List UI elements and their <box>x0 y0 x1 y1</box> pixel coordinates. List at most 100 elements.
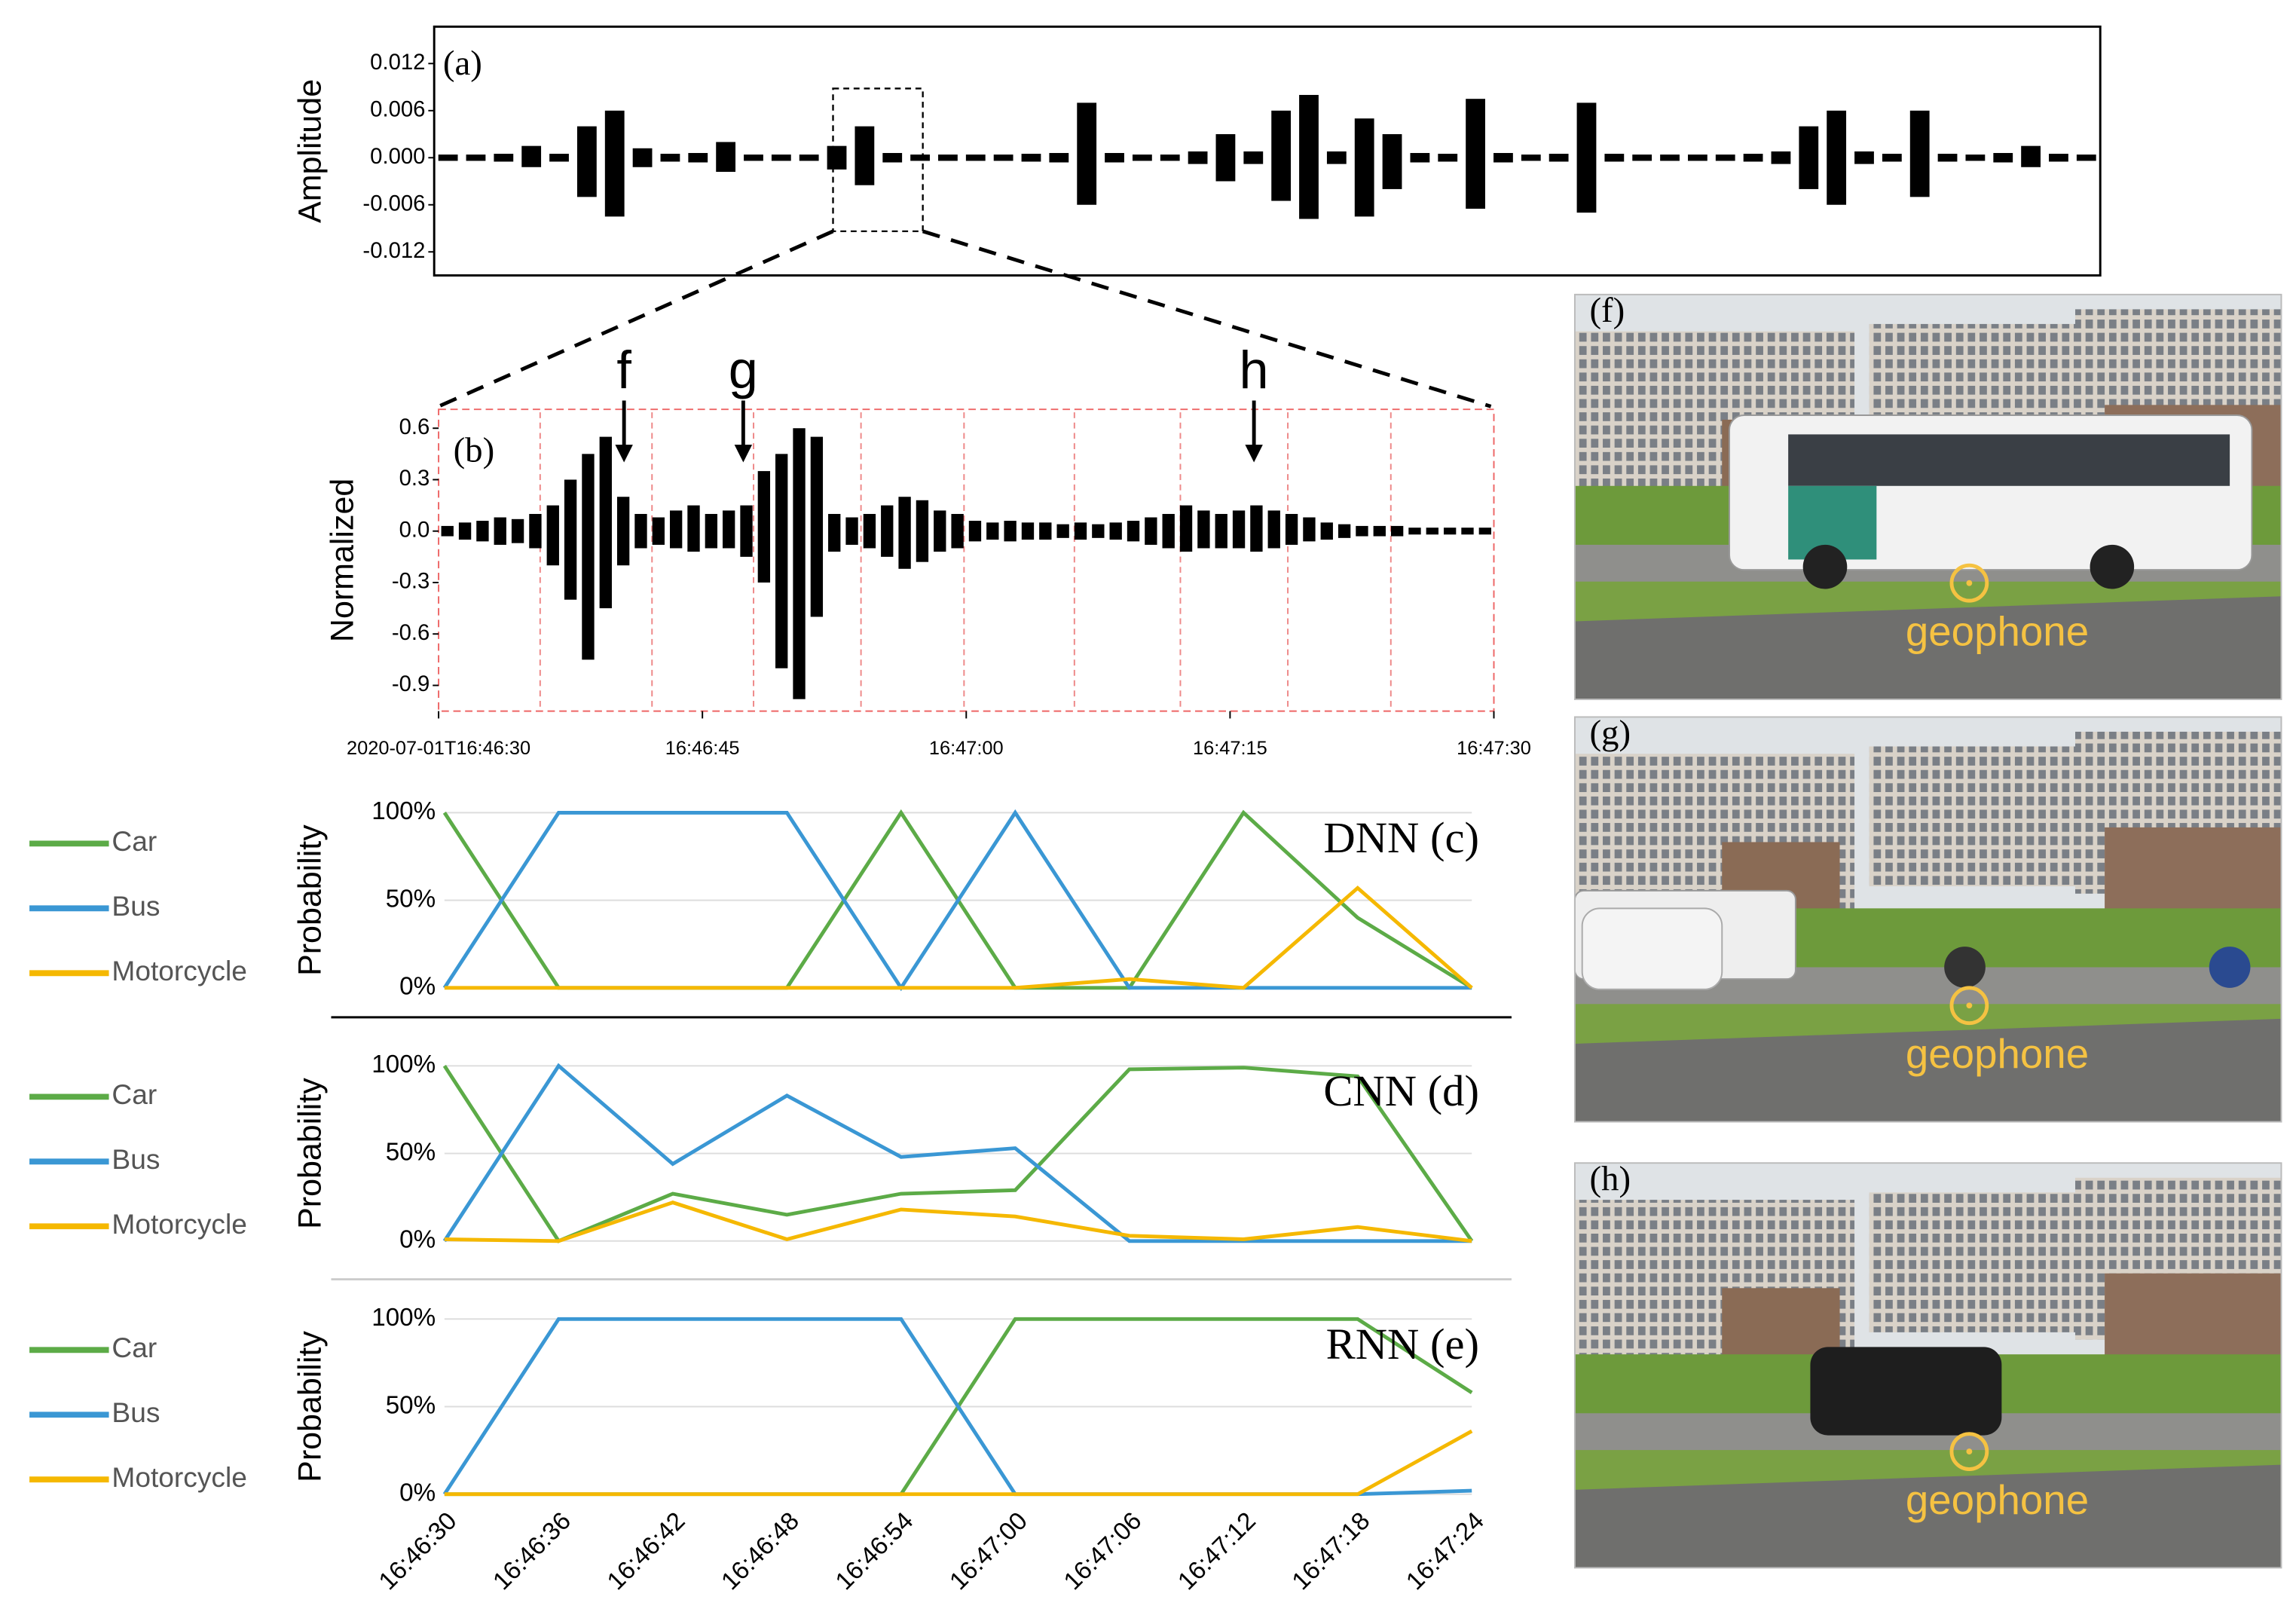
wave-sample <box>564 479 577 600</box>
wave-sample <box>616 497 630 566</box>
wave-sample <box>1771 151 1791 164</box>
wave-sample <box>1426 528 1438 535</box>
wave-sample <box>1493 153 1513 163</box>
annotation: f <box>616 340 631 399</box>
y-tick-label: 0.0 <box>399 517 430 542</box>
wave-sample <box>1232 510 1246 549</box>
wave-sample <box>632 148 653 167</box>
wave-sample <box>771 154 791 161</box>
photo: (f) geophone <box>1573 291 2282 700</box>
annotation: h <box>1240 340 1269 399</box>
wave-sample <box>965 154 986 161</box>
wave-sample <box>1356 525 1368 537</box>
wave-sample <box>938 154 958 161</box>
photo-motorcycle <box>1944 947 1986 988</box>
wave-sample <box>855 126 875 185</box>
wave-sample <box>934 510 946 552</box>
y-axis-label: Amplitude <box>292 79 328 223</box>
wave-sample <box>1354 118 1374 217</box>
legend-label: Bus <box>112 1143 160 1175</box>
wave-sample <box>716 142 736 173</box>
annotation-arrowhead <box>734 445 753 463</box>
wave-sample <box>1320 522 1333 540</box>
y-tick-label: 0% <box>399 1226 436 1254</box>
y-axis-label: Normalized <box>324 479 360 642</box>
wave-sample <box>1250 505 1263 552</box>
y-tick-label: 50% <box>386 885 436 913</box>
y-axis-label: Probability <box>292 824 328 976</box>
wave-sample <box>986 522 999 540</box>
y-tick-label: 100% <box>371 797 436 825</box>
wave-sample <box>687 505 700 552</box>
wave-sample <box>828 513 841 552</box>
wave-sample <box>1077 102 1097 205</box>
photo-car <box>1581 907 1723 990</box>
y-tick-label: -0.006 <box>362 191 425 216</box>
geophone-marker <box>1949 563 1989 603</box>
photo-label: (g) <box>1589 714 1631 753</box>
wave-sample <box>652 517 665 545</box>
y-tick-label: 100% <box>371 1304 436 1332</box>
series-line <box>442 1065 1474 1243</box>
geophone-dot <box>1966 580 1973 586</box>
wave-sample <box>951 513 964 549</box>
photo-frame <box>1573 716 2282 1123</box>
wave-sample <box>438 154 458 161</box>
wave-sample <box>898 497 911 569</box>
wave-sample <box>1132 154 1152 161</box>
wave-sample <box>1215 513 1227 549</box>
wave-sample <box>1549 154 1569 162</box>
photo-building <box>1869 746 2090 887</box>
annotation-arrowhead <box>1245 445 1263 463</box>
x-tick-label: 16:46:42 <box>602 1507 691 1596</box>
wave-sample <box>775 454 788 668</box>
x-tick-label: 16:46:36 <box>488 1507 576 1596</box>
series-line <box>444 1429 1473 1497</box>
wave-sample <box>494 154 514 162</box>
plot-frame <box>433 25 2102 277</box>
y-tick-label: 0% <box>399 1479 436 1506</box>
wave-sample <box>1021 522 1035 540</box>
model-label: RNN (e) <box>1326 1320 1479 1369</box>
photo-building <box>2105 1273 2282 1362</box>
wave-sample <box>1271 110 1292 201</box>
wave-sample <box>2076 154 2096 161</box>
wave-sample <box>1056 524 1069 538</box>
x-tick-label: 16:47:00 <box>944 1507 1033 1596</box>
photo-pavement <box>1574 1464 2282 1568</box>
wave-sample <box>1438 154 1458 162</box>
legend-label: Bus <box>112 1396 160 1428</box>
geophone-marker <box>1949 1432 1989 1471</box>
wave-sample <box>521 145 542 167</box>
legend-label: Car <box>112 1078 157 1110</box>
x-tick-label: 16:46:30 <box>374 1507 463 1596</box>
wave-sample <box>993 154 1013 161</box>
geophone-dot <box>1966 1448 1973 1454</box>
wave-sample <box>2049 154 2068 162</box>
legend-label: Bus <box>112 890 160 922</box>
wave-sample <box>1326 151 1347 164</box>
photo-label: (h) <box>1589 1159 1631 1198</box>
photo-wheel <box>1802 544 1848 589</box>
wave-sample <box>1039 522 1052 540</box>
y-axis-label: Probability <box>292 1331 328 1482</box>
wave-sample <box>1478 528 1492 535</box>
wave-sample <box>1993 153 2013 163</box>
photo-car <box>1810 1347 2002 1436</box>
wave-sample <box>599 436 612 609</box>
geophone-dot <box>1966 1002 1973 1009</box>
photo-motorcycle <box>2209 947 2251 988</box>
x-tick-label: 16:47:06 <box>1059 1507 1148 1596</box>
wave-sample <box>757 471 771 583</box>
y-tick-label: 100% <box>371 1051 436 1078</box>
wave-sample <box>1215 134 1236 182</box>
photo-pavement <box>1574 1018 2282 1122</box>
series-line <box>442 809 1472 992</box>
wave-sample <box>529 513 542 549</box>
x-tick-label: 16:47:18 <box>1287 1507 1376 1596</box>
geophone-label: geophone <box>1906 1476 2089 1523</box>
x-tick-label: 16:47:00 <box>929 738 1004 759</box>
wave-sample <box>1909 110 1930 197</box>
wave-sample <box>688 153 708 163</box>
